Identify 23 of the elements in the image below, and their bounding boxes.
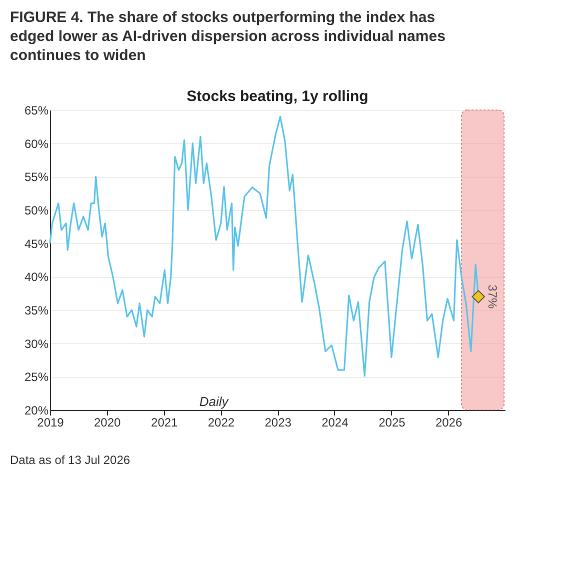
x-tick-label: 2020 <box>94 416 122 430</box>
annotation: 37% <box>485 284 500 309</box>
y-tick-label: 25% <box>24 370 49 384</box>
x-tick-label: 2026 <box>435 416 462 430</box>
x-tick-label: 2024 <box>322 416 349 430</box>
text: Data as of 13 Jul 2026 <box>10 453 130 467</box>
y-tick-label: 20% <box>24 404 49 418</box>
y-tick-label: 55% <box>24 170 49 184</box>
y-tick-label: 40% <box>24 270 49 284</box>
x-tick-label: 2022 <box>208 416 235 430</box>
x-tick-label: 2025 <box>378 416 406 430</box>
x-tick-label: 2021 <box>151 416 178 430</box>
x-tick-label: 2019 <box>37 416 64 430</box>
annotation: Daily <box>199 394 230 409</box>
y-tick-label: 45% <box>24 236 49 251</box>
y-tick-label: 60% <box>24 136 49 151</box>
y-tick-label: 50% <box>24 204 49 218</box>
y-tick-label: 65% <box>24 104 49 118</box>
chart-subtitle: Stocks beating, 1y rolling <box>186 88 368 105</box>
y-tick-label: 30% <box>24 336 49 351</box>
x-tick-label: 2023 <box>264 416 292 430</box>
chart-title: FIGURE 4. The share of stocks outperforming the index has edged lower as AI-driven dispersion across individual names continues to widen <box>10 9 446 64</box>
y-tick-label: 35% <box>24 304 49 318</box>
